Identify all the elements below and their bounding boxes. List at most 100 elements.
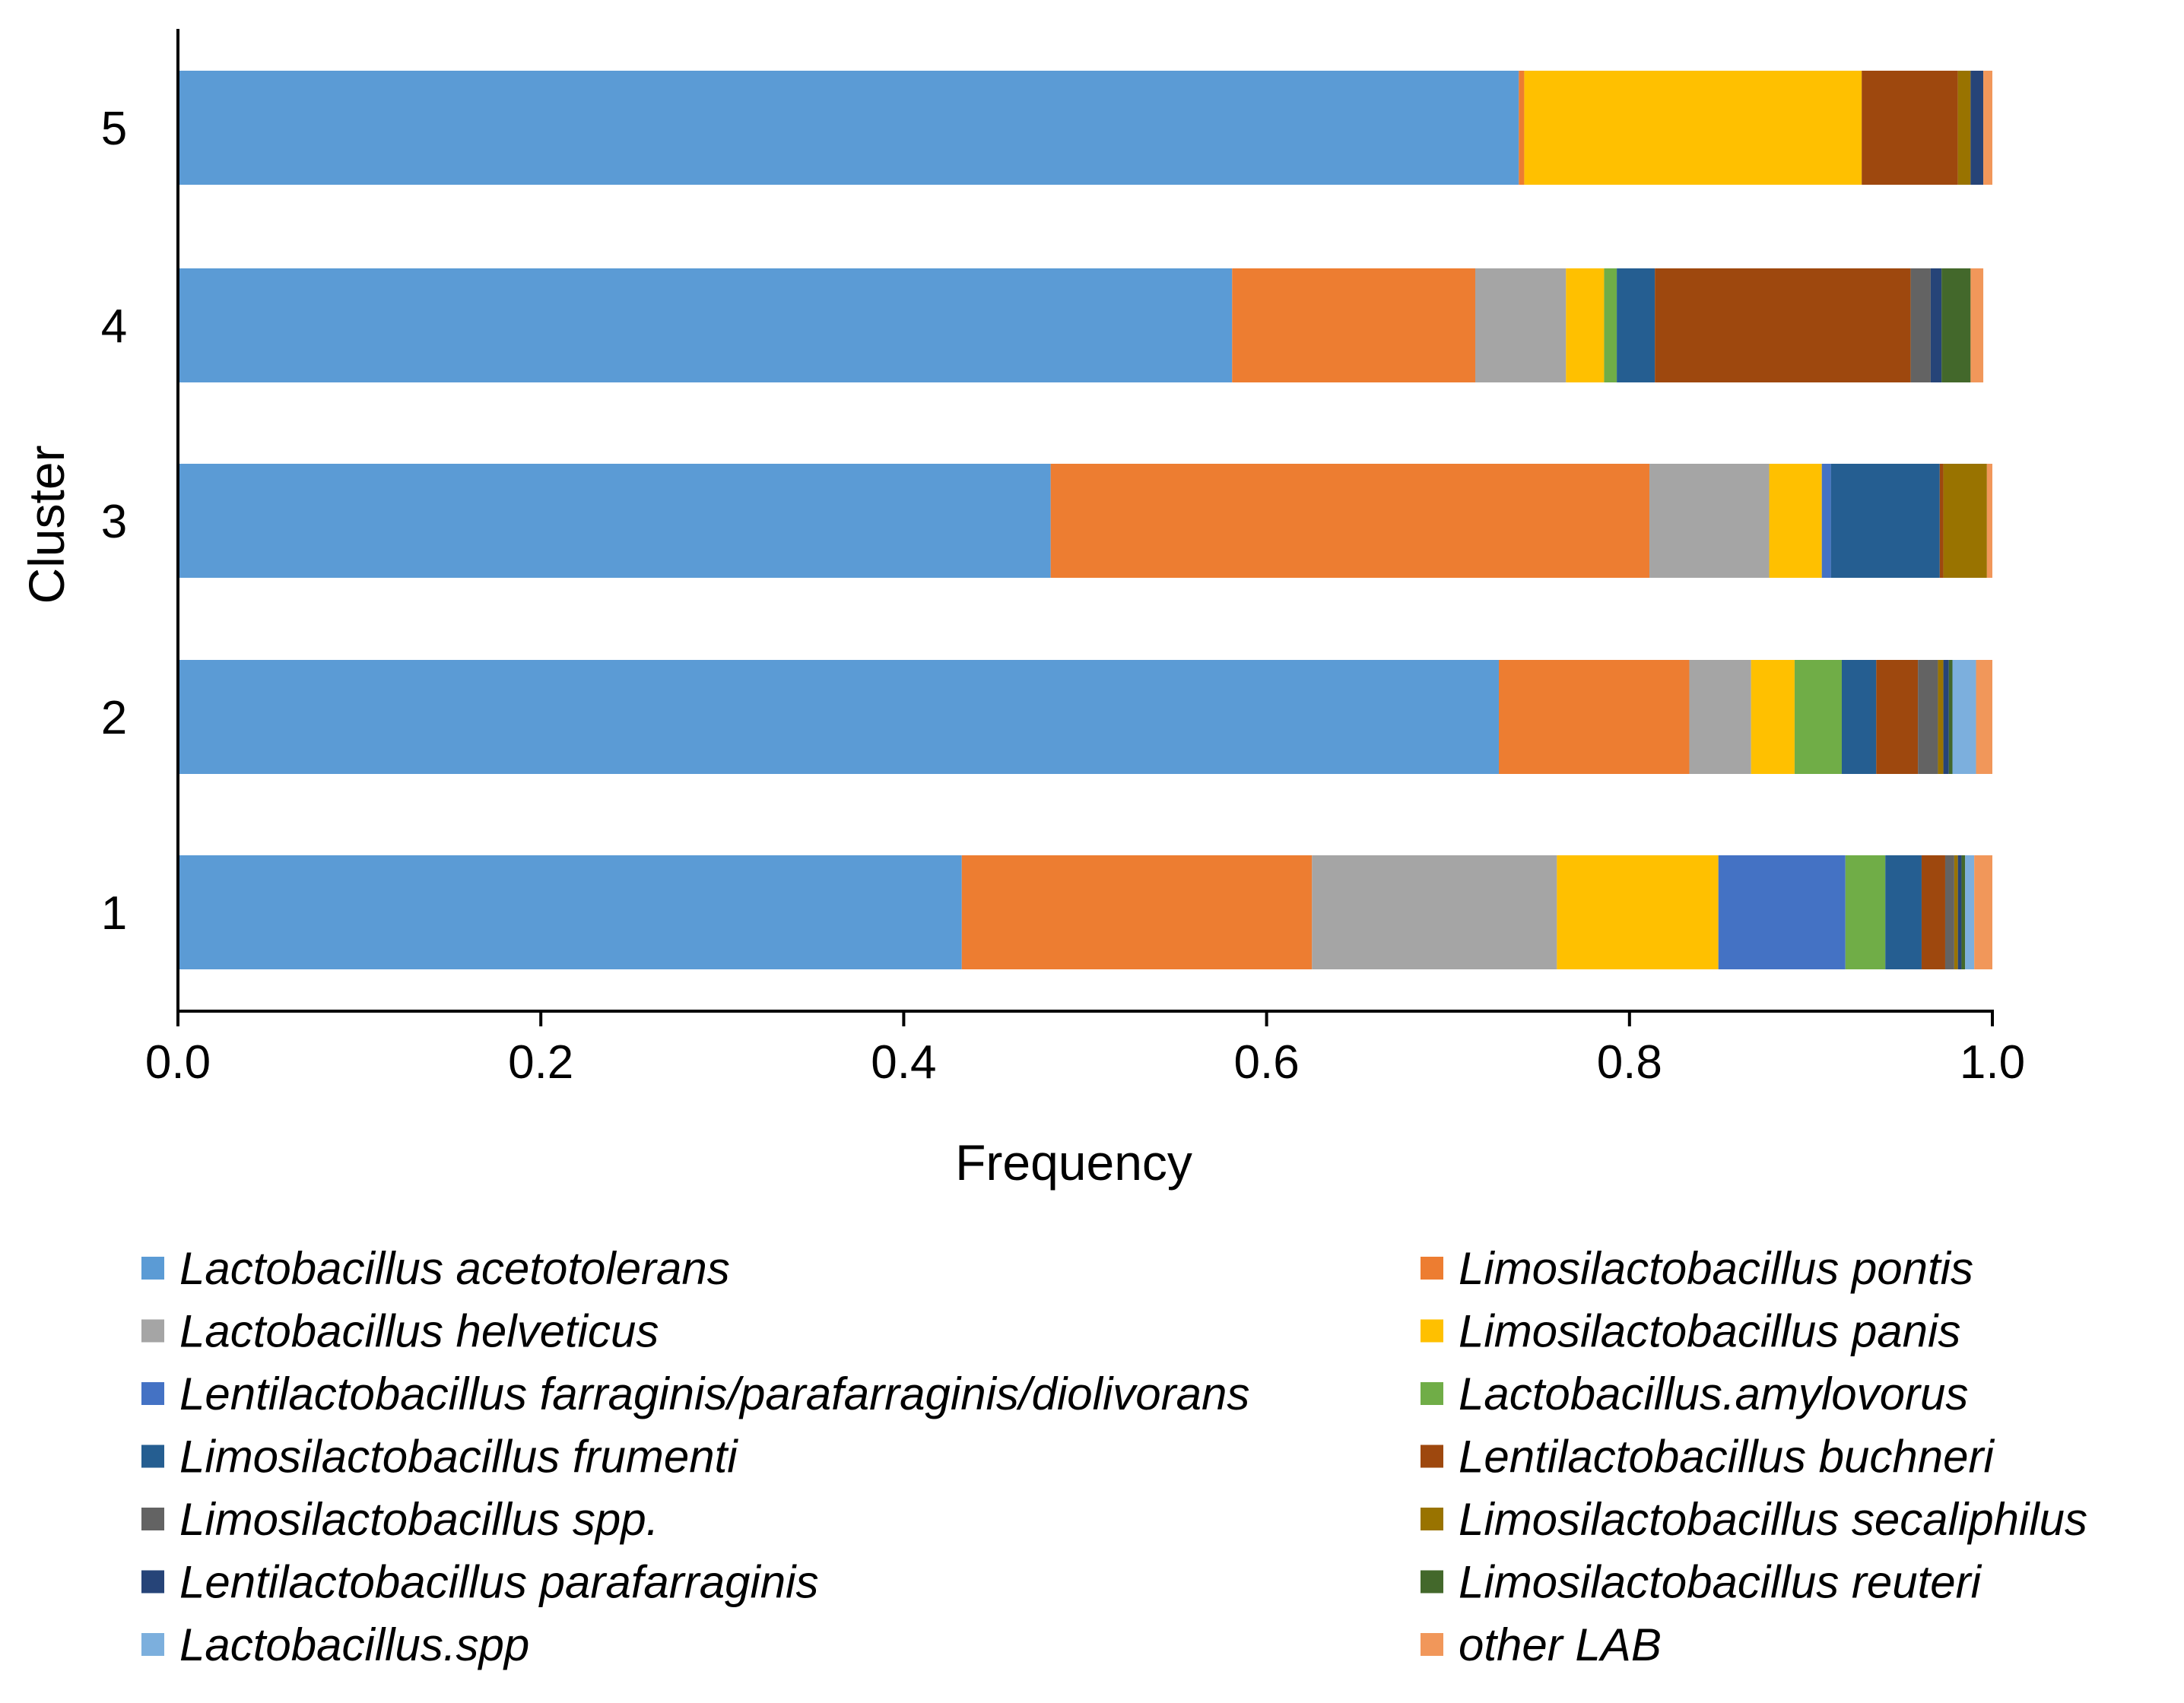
y-tick-label: 1	[101, 887, 127, 940]
y-tick-label: 5	[101, 103, 127, 155]
legend-item: Lentilactobacillus buchneri	[1421, 1432, 1995, 1483]
legend-swatch	[1421, 1633, 1443, 1656]
x-tick-label: 0.6	[1233, 1036, 1299, 1089]
legend-item: other LAB	[1421, 1619, 1662, 1670]
legend-item: Limosilactobacillus spp.	[141, 1494, 659, 1545]
bar-segment-cluster1-series13	[1965, 855, 1975, 969]
bar-segment-cluster4-series8	[1655, 268, 1911, 382]
legend-swatch	[1421, 1382, 1443, 1405]
bar-segment-cluster4-series9	[1910, 268, 1931, 382]
bar-segment-cluster5-series10	[1957, 71, 1971, 185]
bar-segment-cluster2-series4	[1751, 660, 1795, 774]
bar-segment-cluster4-series4	[1566, 268, 1605, 382]
legend-label: other LAB	[1459, 1619, 1662, 1670]
bar-segment-cluster1-series9	[1944, 855, 1954, 969]
y-axis-title: Cluster	[18, 445, 75, 604]
bar-segment-cluster3-series7	[1830, 464, 1940, 578]
bar-segment-cluster1-series8	[1921, 855, 1945, 969]
legend-swatch	[1421, 1257, 1443, 1280]
legend-item: Lentilactobacillus farraginis/parafarrag…	[141, 1368, 1249, 1419]
legend: Lactobacillus acetotolerans Limosilactoba…	[141, 1243, 2087, 1670]
bar-segment-cluster3-series10	[1943, 464, 1987, 578]
legend-label: Lactobacillus.amylovorus	[1459, 1368, 1968, 1419]
bar-segment-cluster5-series1	[178, 71, 1519, 185]
bar-segment-cluster1-series4	[1557, 855, 1719, 969]
y-tick-label: 3	[101, 496, 127, 548]
bar-segment-cluster1-series2	[961, 855, 1313, 969]
x-tick-label: 0.0	[145, 1036, 211, 1089]
bar-segment-cluster3-series4	[1769, 464, 1822, 578]
legend-label: Limosilactobacillus pontis	[1459, 1243, 1973, 1294]
bar-segment-cluster4-series11	[1930, 268, 1942, 382]
bar-segment-cluster2-series1	[178, 660, 1500, 774]
legend-swatch	[141, 1319, 164, 1343]
bar-segment-cluster1-series6	[1845, 855, 1886, 969]
bar-segment-cluster2-series10	[1938, 660, 1944, 774]
bar-segment-cluster1-series14	[1974, 855, 1992, 969]
bar-segment-cluster2-series9	[1918, 660, 1938, 774]
bar-segment-cluster2-series11	[1943, 660, 1949, 774]
legend-label: Limosilactobacillus reuteri	[1459, 1557, 1982, 1608]
legend-swatch	[1421, 1570, 1443, 1594]
legend-item: Limosilactobacillus frumenti	[141, 1432, 738, 1483]
bar-segment-cluster5-series4	[1524, 71, 1862, 185]
bars-layer	[178, 71, 1992, 969]
bar-segment-cluster1-series10	[1954, 855, 1958, 969]
bar-segment-cluster3-series3	[1649, 464, 1770, 578]
bar-segment-cluster4-series12	[1941, 268, 1971, 382]
legend-item: Limosilactobacillus reuteri	[1421, 1557, 1982, 1608]
x-axis-title: Frequency	[955, 1134, 1192, 1191]
bar-segment-cluster4-series1	[178, 268, 1233, 382]
bar-segment-cluster3-series8	[1939, 464, 1944, 578]
x-tick-label: 1.0	[1960, 1036, 2025, 1089]
bar-segment-cluster1-series7	[1885, 855, 1922, 969]
bar-segment-cluster3-series14	[1986, 464, 1992, 578]
bar-segment-cluster2-series12	[1948, 660, 1953, 774]
legend-item: Lactobacillus.spp	[141, 1619, 529, 1670]
legend-label: Lactobacillus.spp	[179, 1619, 529, 1670]
x-tick-label: 0.2	[508, 1036, 573, 1089]
legend-label: Limosilactobacillus frumenti	[179, 1432, 738, 1483]
bar-segment-cluster4-series6	[1604, 268, 1617, 382]
legend-swatch	[141, 1508, 164, 1530]
bar-segment-cluster2-series3	[1689, 660, 1751, 774]
y-tick-label: 4	[101, 300, 127, 353]
bar-segment-cluster2-series7	[1841, 660, 1877, 774]
legend-swatch	[141, 1445, 164, 1468]
x-tick-label: 0.8	[1597, 1036, 1662, 1089]
legend-label: Limosilactobacillus panis	[1459, 1306, 1960, 1357]
x-ticks-layer: 0.0 0.2 0.4 0.6 0.8 1.0	[145, 1011, 2025, 1089]
x-tick-label: 0.4	[871, 1036, 936, 1089]
bar-segment-cluster2-series13	[1952, 660, 1976, 774]
bar-segment-cluster3-series1	[178, 464, 1051, 578]
bar-segment-cluster1-series12	[1961, 855, 1966, 969]
bar-segment-cluster5-series8	[1862, 71, 1958, 185]
legend-swatch	[141, 1257, 164, 1280]
legend-swatch	[141, 1570, 164, 1594]
bar-segment-cluster2-series8	[1876, 660, 1919, 774]
bar-segment-cluster5-series11	[1970, 71, 1984, 185]
bar-segment-cluster1-series1	[178, 855, 962, 969]
legend-item: Lactobacillus acetotolerans	[141, 1243, 730, 1294]
bar-segment-cluster5-series14	[1983, 71, 1992, 185]
legend-label: Lactobacillus helveticus	[179, 1306, 659, 1357]
bar-segment-cluster4-series2	[1232, 268, 1475, 382]
legend-label: Lentilactobacillus parafarraginis	[179, 1557, 818, 1608]
legend-label: Lentilactobacillus buchneri	[1459, 1432, 1995, 1483]
bar-segment-cluster1-series3	[1312, 855, 1557, 969]
bar-segment-cluster4-series3	[1475, 268, 1567, 382]
y-tick-labels-layer: 1 2 3 4 5	[101, 103, 127, 940]
bar-segment-cluster2-series14	[1976, 660, 1992, 774]
legend-item: Limosilactobacillus panis	[1421, 1306, 1960, 1357]
bar-segment-cluster1-series5	[1718, 855, 1846, 969]
bar-segment-cluster5-series2	[1519, 71, 1525, 185]
bar-segment-cluster1-series11	[1957, 855, 1962, 969]
legend-swatch	[1421, 1445, 1443, 1468]
legend-label: Lentilactobacillus farraginis/parafarrag…	[179, 1368, 1249, 1419]
bar-segment-cluster3-series5	[1821, 464, 1831, 578]
legend-swatch	[1421, 1508, 1443, 1530]
legend-label: Limosilactobacillus spp.	[179, 1494, 659, 1545]
legend-swatch	[141, 1382, 164, 1405]
y-tick-label: 2	[101, 692, 127, 744]
